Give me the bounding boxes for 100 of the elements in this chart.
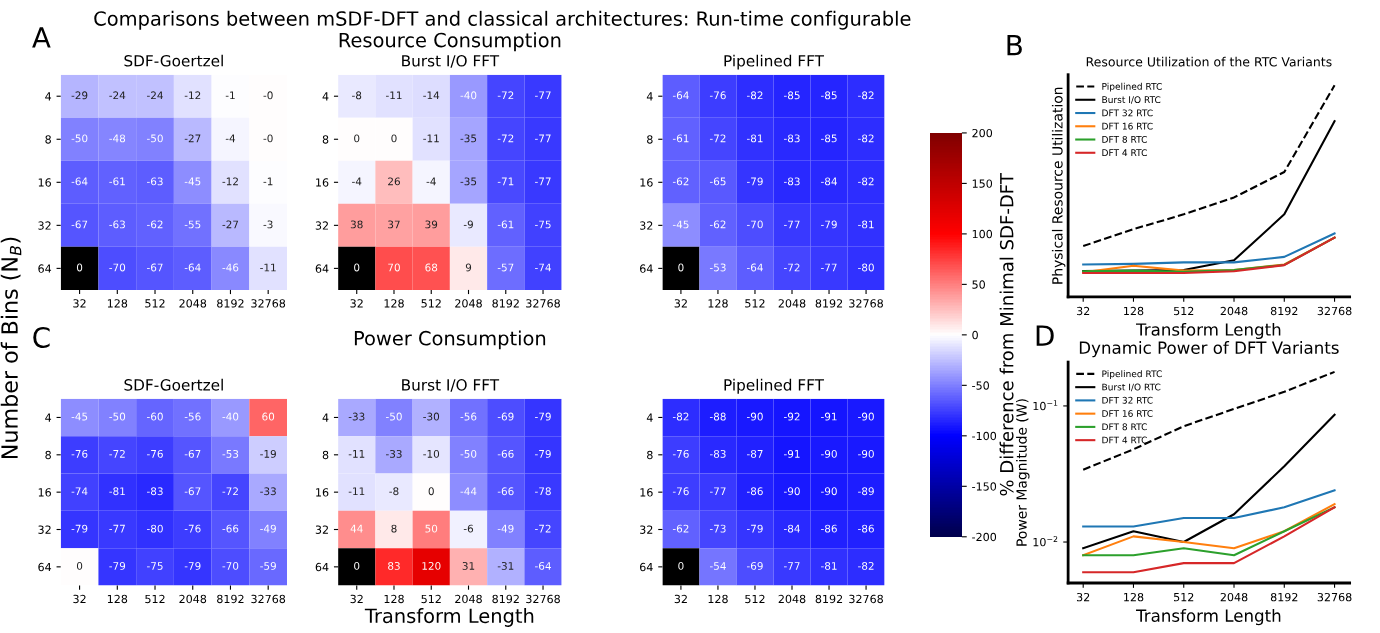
data-label: -63 [147,177,163,186]
data-label: 0 [354,134,360,143]
data-label: -61 [109,177,125,186]
x-tick-label: 512 [421,299,441,308]
x-tick-label: 32 [350,594,363,604]
y-axis-title: Number of Bins (N$_{B}$) [0,237,22,459]
data-label: -79 [821,220,837,229]
data-label: -62 [672,177,689,186]
y-tick-label: 64 [315,264,329,273]
chart-title: Burst I/O FFT [402,379,500,392]
text: C [33,326,50,348]
data-label: -71 [497,177,514,186]
y-tick-label: 4 [646,413,653,422]
data-label: -11 [348,487,365,496]
data-label: -3 [263,220,273,229]
text: 0 [678,263,684,272]
legend-label: DFT 4 RTC [1102,149,1147,157]
data-label: -57 [497,263,514,272]
data-label: -89 [858,487,874,496]
chart-title: Pipelined FFT [724,378,825,394]
x-tick-label: 32 [73,594,86,604]
x-tick-label: 8192 [1270,592,1298,602]
chart-title: Resource Utilization of the RTC Variants [1086,56,1332,67]
chart-title: SDF-Goertzel [124,54,223,67]
data-label: -74 [535,263,551,272]
text: Resource Consumption [339,32,561,52]
color-bar-label: -200 [972,532,997,542]
color-bar-label: 100 [972,229,993,239]
y-tick-label: 8 [45,135,51,144]
x-tick-label: 512 [745,594,765,604]
y-tick-label: 8 [322,450,329,460]
x-tick-label: 512 [145,299,165,308]
y-tick-label: 32 [315,525,328,534]
y-tick-label: 32 [38,525,51,534]
x-tick-label: 128 [384,299,404,308]
data-label: 60 [262,412,275,421]
data-label: -19 [260,449,276,458]
data-label: -48 [109,134,126,143]
data-label: -62 [672,524,689,533]
y-tick-label: 64 [38,562,52,572]
color-bar-title: % Difference from Minimal SDF-DFT [999,173,1014,496]
color-bar-label: -150 [972,482,997,491]
line-series [1082,370,1336,471]
data-label: -67 [184,449,201,458]
text: 0 [354,263,360,272]
y-tick-label: 4 [45,413,52,422]
data-label: 50 [425,524,438,533]
x-tick-label: 32 [674,299,687,308]
legend-label: DFT 32 RTC [1102,109,1153,117]
x-tick-label: 512 [1174,592,1194,602]
data-label: -66 [497,449,514,458]
y-tick-label: 32 [640,525,653,534]
data-label: -69 [497,412,514,421]
data-label: -10 [423,449,440,458]
x-tick-label: 32768 [526,594,560,604]
data-label: -77 [709,487,726,496]
data-label: -82 [858,91,874,100]
data-label: 83 [388,561,400,570]
data-label: -33 [385,449,402,458]
data-label: -24 [147,91,163,100]
data-label: -70 [746,220,763,229]
data-label: -83 [709,449,726,458]
text: 0 [76,263,83,272]
data-label: -33 [348,412,365,421]
x-tick-label: 32768 [526,299,560,308]
data-label: -6 [463,524,474,533]
legend-label: Burst I/O RTC [1102,383,1161,392]
y-tick-label: 10$^{−1}$ [1033,400,1058,411]
data-label: -76 [672,449,689,458]
data-label: -4 [225,134,236,143]
data-label: -63 [109,220,125,229]
text: D [1036,325,1054,346]
legend-label: DFT 8 RTC [1102,423,1147,431]
data-label: -4 [426,177,436,186]
x-tick-label: 128 [1124,306,1144,316]
data-label: -67 [184,487,201,496]
y-tick-label: 8 [322,135,329,144]
data-label: 31 [462,561,475,570]
y-tick-label: 8 [647,135,653,144]
data-label: -59 [260,561,276,570]
data-label: -12 [184,91,201,100]
x-tick-label: 128 [708,594,728,604]
legend-label: DFT 8 RTC [1102,135,1147,143]
data-label: 37 [388,220,400,229]
data-label: -31 [497,561,514,570]
data-label: -50 [109,412,126,421]
data-label: -79 [535,449,551,458]
data-label: -86 [821,524,837,533]
data-label: -61 [497,220,514,229]
data-label: -72 [535,524,551,533]
data-label: -1 [225,91,235,100]
data-label: -83 [784,134,800,143]
data-label: -40 [460,91,477,100]
data-label: -33 [260,487,276,496]
data-label: -66 [222,524,239,533]
x-tick-label: 8192 [492,299,519,308]
data-label: -77 [821,263,837,272]
data-label: -69 [746,561,763,570]
data-label: -91 [821,412,837,421]
y-tick-label: 16 [640,178,653,187]
